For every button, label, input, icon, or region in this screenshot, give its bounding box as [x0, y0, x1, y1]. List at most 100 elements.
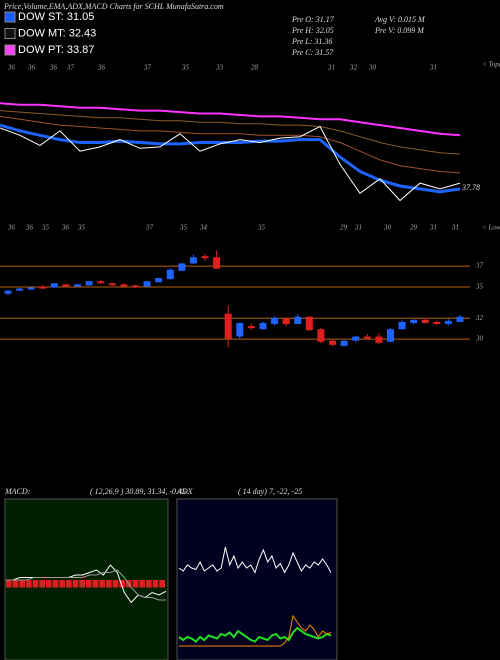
bottom-label: 36 — [25, 224, 34, 232]
top-label: 37 — [143, 64, 152, 72]
candle-body — [201, 256, 209, 259]
panel-title: MACD: — [4, 487, 31, 496]
bottom-label: 37 — [145, 224, 154, 232]
last-value: 37.78 — [461, 183, 480, 192]
candle-body — [27, 287, 35, 290]
panel-title: ADX — [176, 487, 194, 496]
adx-line — [179, 614, 332, 647]
histogram-bar — [112, 580, 119, 588]
bottom-note: < Lowes — [482, 224, 500, 232]
candle-body — [329, 340, 337, 345]
candle-body — [62, 284, 70, 287]
bottom-label: 29 — [410, 224, 418, 232]
bottom-label: 29 — [340, 224, 348, 232]
histogram-bar — [52, 580, 59, 588]
histogram-bar — [132, 580, 139, 588]
histogram-bar — [139, 580, 145, 588]
histogram-bar — [32, 580, 39, 588]
ema-line — [0, 125, 461, 202]
stat-label: Pre O: 31.17 — [291, 15, 335, 24]
adx-panel — [176, 498, 338, 660]
legend-label: DOW ST: 31.05 — [18, 11, 94, 23]
ema-line — [0, 102, 461, 137]
candle-body — [224, 313, 232, 339]
candle-body — [4, 290, 12, 294]
candle-body — [444, 320, 452, 324]
histogram-bar — [119, 580, 125, 588]
candle-body — [410, 319, 418, 323]
top-label: 30 — [368, 64, 377, 72]
top-label: 36 — [7, 64, 16, 72]
candle-body — [352, 336, 360, 341]
page-title: Price,Volume,EMA,ADX,MACD Charts for SCH… — [3, 2, 224, 11]
histogram-bar — [26, 580, 32, 588]
candle-body — [271, 317, 279, 324]
candle-body — [16, 288, 24, 291]
stat-label: Pre V: 0.099 M — [374, 26, 425, 35]
panel-params: ( 12,26,9 ) 30.89, 31.34, -0.45 — [90, 487, 186, 496]
candle-body — [247, 326, 255, 329]
candle-body — [375, 336, 383, 343]
top-note: < Topa — [482, 61, 500, 69]
histogram-bar — [99, 580, 105, 588]
candle-body — [155, 278, 163, 283]
top-label: 36 — [27, 64, 36, 72]
candle-body — [433, 321, 441, 324]
stat-label: Pre H: 32.05 — [291, 26, 334, 35]
legend-swatch — [4, 28, 16, 39]
candle-body — [282, 318, 290, 324]
macd-line — [6, 569, 166, 601]
bottom-label: 36 — [61, 224, 70, 232]
candle-body — [178, 263, 186, 271]
top-label: 28 — [251, 64, 259, 72]
candle-body — [363, 336, 371, 339]
ema-line — [0, 123, 461, 194]
candle-body — [166, 269, 174, 280]
bottom-label: 31 — [451, 224, 459, 232]
legend-swatch — [4, 44, 16, 56]
candle-body — [386, 329, 394, 342]
ema-line — [0, 115, 461, 174]
histogram-bar — [86, 580, 92, 588]
histogram-bar — [146, 580, 152, 588]
candle-body — [340, 340, 348, 346]
candle-body — [39, 286, 47, 289]
y-tick-label: 30 — [475, 335, 484, 343]
top-label: 35 — [181, 64, 190, 72]
candle-body — [294, 316, 302, 324]
adx-line — [178, 546, 332, 574]
histogram-bar — [152, 580, 159, 588]
candle-body — [213, 257, 221, 269]
bottom-label: 35 — [41, 224, 50, 232]
candle-body — [456, 316, 464, 322]
candle-body — [317, 329, 325, 342]
histogram-bar — [92, 580, 99, 588]
candle-body — [236, 322, 244, 337]
candle-body — [189, 257, 197, 264]
histogram-bar — [39, 580, 45, 588]
candle-body — [305, 316, 313, 331]
histogram-bar — [79, 580, 85, 588]
panel-params: ( 14 day) 7, -22, -25 — [238, 487, 302, 496]
bottom-label: 31 — [429, 224, 437, 232]
bottom-label: 35 — [179, 224, 188, 232]
bottom-label: 35 — [77, 224, 86, 232]
histogram-bar — [72, 580, 79, 588]
y-tick-label: 32 — [475, 314, 484, 322]
macd-panel — [4, 498, 169, 660]
candle-body — [74, 284, 82, 287]
bottom-label: 34 — [199, 224, 208, 232]
bottom-label: 30 — [383, 224, 392, 232]
top-label: 31 — [429, 64, 437, 72]
top-label: 36 — [49, 64, 58, 72]
histogram-bar — [46, 580, 52, 588]
histogram-bar — [66, 580, 72, 588]
candle-body — [259, 322, 267, 330]
top-label: 32 — [349, 64, 358, 72]
y-tick-label: 35 — [475, 283, 484, 291]
candle-body — [421, 319, 429, 323]
top-label: 31 — [327, 64, 335, 72]
bottom-label: 35 — [257, 224, 266, 232]
histogram-bar — [59, 580, 65, 588]
bottom-label: 31 — [354, 224, 362, 232]
